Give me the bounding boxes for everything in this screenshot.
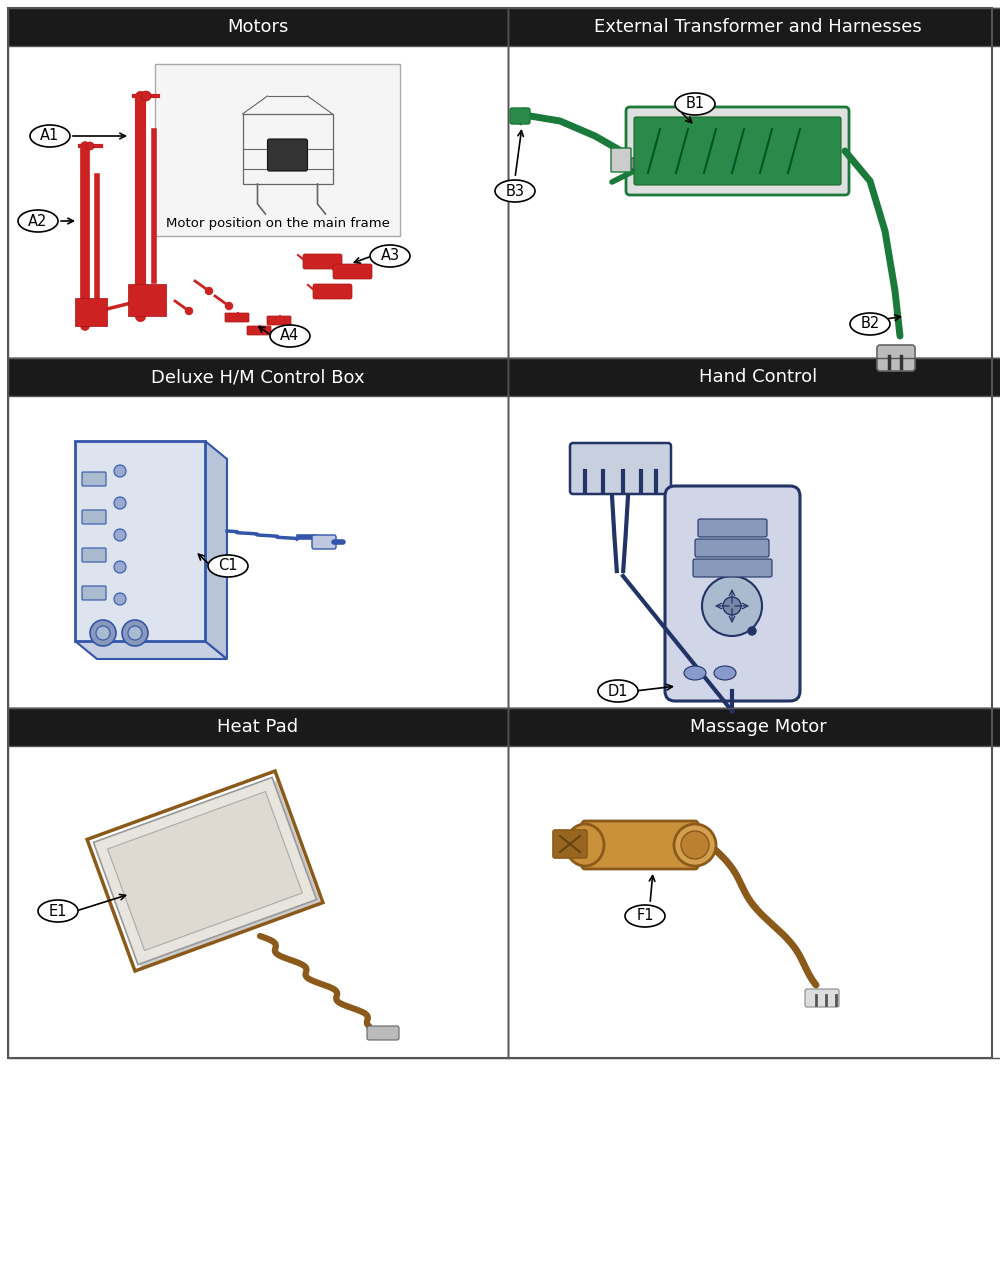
FancyBboxPatch shape (665, 487, 800, 701)
FancyBboxPatch shape (698, 519, 767, 537)
Circle shape (114, 593, 126, 606)
FancyBboxPatch shape (367, 1026, 399, 1040)
FancyBboxPatch shape (626, 106, 849, 195)
FancyBboxPatch shape (313, 284, 352, 299)
Ellipse shape (18, 210, 58, 232)
Polygon shape (8, 359, 508, 397)
Circle shape (723, 597, 741, 614)
FancyBboxPatch shape (634, 117, 841, 185)
Circle shape (702, 576, 762, 636)
Polygon shape (155, 65, 400, 236)
Ellipse shape (566, 824, 604, 867)
Circle shape (141, 91, 151, 101)
Text: C1: C1 (218, 559, 238, 574)
FancyBboxPatch shape (75, 441, 205, 641)
Text: E1: E1 (49, 903, 67, 919)
Text: Deluxe H/M Control Box: Deluxe H/M Control Box (151, 367, 365, 386)
FancyBboxPatch shape (267, 315, 291, 326)
Text: Heat Pad: Heat Pad (217, 718, 299, 736)
Polygon shape (8, 708, 508, 746)
Polygon shape (128, 284, 166, 315)
FancyBboxPatch shape (510, 108, 530, 124)
Polygon shape (508, 359, 1000, 397)
FancyBboxPatch shape (582, 821, 698, 869)
Ellipse shape (681, 831, 709, 859)
Ellipse shape (674, 824, 716, 867)
FancyBboxPatch shape (623, 158, 639, 169)
Circle shape (114, 530, 126, 541)
Circle shape (114, 497, 126, 509)
Ellipse shape (684, 666, 706, 680)
Text: A1: A1 (40, 128, 60, 143)
Text: B1: B1 (685, 96, 705, 111)
Circle shape (206, 288, 212, 294)
Text: A3: A3 (380, 248, 400, 264)
FancyBboxPatch shape (247, 326, 271, 334)
Circle shape (96, 626, 110, 640)
Text: B2: B2 (860, 317, 880, 332)
FancyBboxPatch shape (805, 990, 839, 1007)
FancyBboxPatch shape (82, 587, 106, 601)
Polygon shape (75, 298, 107, 326)
Ellipse shape (270, 326, 310, 347)
Text: Motor position on the main frame: Motor position on the main frame (166, 218, 389, 231)
FancyBboxPatch shape (312, 535, 336, 549)
Polygon shape (508, 708, 1000, 746)
Circle shape (90, 620, 116, 646)
Circle shape (226, 303, 232, 309)
FancyBboxPatch shape (693, 559, 772, 576)
Text: Massage Motor: Massage Motor (690, 718, 826, 736)
FancyBboxPatch shape (333, 264, 372, 279)
Polygon shape (108, 792, 302, 950)
Polygon shape (75, 641, 227, 659)
FancyBboxPatch shape (82, 549, 106, 563)
FancyBboxPatch shape (611, 148, 631, 172)
Circle shape (128, 626, 142, 640)
Polygon shape (508, 8, 1000, 46)
Ellipse shape (675, 92, 715, 115)
Ellipse shape (850, 313, 890, 334)
Text: Motors: Motors (227, 18, 289, 35)
Ellipse shape (30, 125, 70, 147)
Polygon shape (93, 778, 317, 964)
Ellipse shape (38, 900, 78, 922)
Circle shape (122, 620, 148, 646)
FancyBboxPatch shape (570, 443, 671, 494)
FancyBboxPatch shape (303, 253, 342, 269)
FancyBboxPatch shape (877, 345, 915, 371)
Circle shape (114, 561, 126, 573)
FancyBboxPatch shape (268, 139, 308, 171)
Text: B3: B3 (506, 184, 524, 199)
FancyBboxPatch shape (225, 313, 249, 322)
Circle shape (186, 308, 192, 314)
Ellipse shape (208, 555, 248, 576)
Text: External Transformer and Harnesses: External Transformer and Harnesses (594, 18, 922, 35)
FancyBboxPatch shape (553, 830, 587, 858)
Circle shape (748, 627, 756, 635)
Ellipse shape (714, 666, 736, 680)
Text: Hand Control: Hand Control (699, 367, 817, 386)
Polygon shape (8, 8, 508, 46)
Text: F1: F1 (636, 908, 654, 924)
Ellipse shape (495, 180, 535, 201)
FancyBboxPatch shape (695, 538, 769, 557)
Ellipse shape (370, 245, 410, 267)
Text: A4: A4 (280, 328, 300, 343)
Polygon shape (97, 782, 321, 968)
Text: A2: A2 (28, 214, 48, 228)
Ellipse shape (625, 905, 665, 927)
Polygon shape (205, 441, 227, 659)
Circle shape (114, 465, 126, 476)
Ellipse shape (598, 680, 638, 702)
FancyBboxPatch shape (82, 473, 106, 487)
Circle shape (86, 142, 94, 150)
FancyBboxPatch shape (82, 511, 106, 525)
Text: D1: D1 (608, 683, 628, 698)
